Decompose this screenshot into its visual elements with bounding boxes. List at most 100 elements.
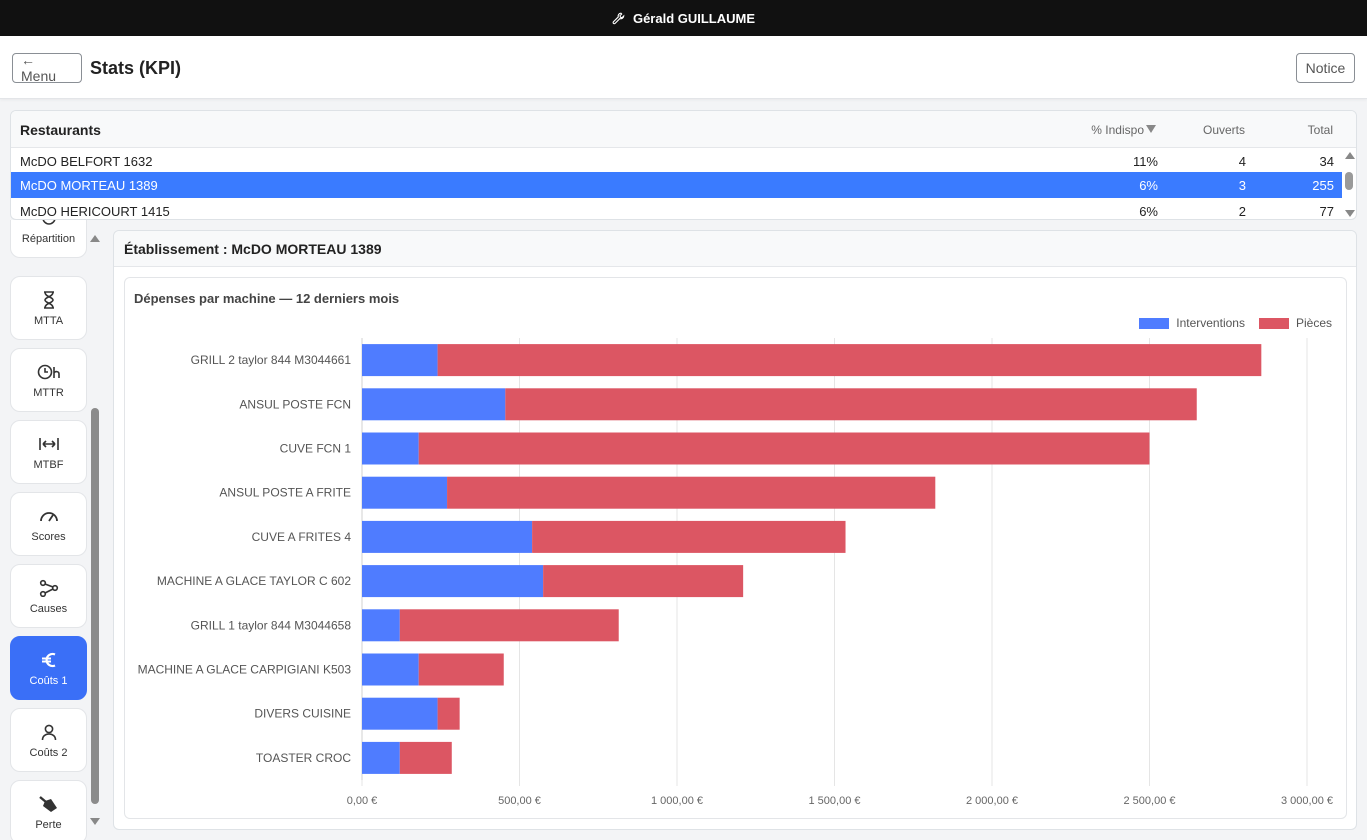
legend-label: Interventions [1176, 316, 1245, 330]
sidebar-item-mtbf[interactable]: MTBF [10, 420, 87, 484]
y-category-label: ANSUL POSTE FCN [239, 397, 351, 411]
column-ouverts[interactable]: Ouverts [1202, 123, 1245, 137]
y-category-label: CUVE A FRITES 4 [252, 530, 352, 544]
legend-item-interventions[interactable]: Interventions [1139, 316, 1245, 330]
sidebar-item-mttr[interactable]: MTTR [10, 348, 87, 412]
etablissement-header: Établissement : McDO MORTEAU 1389 [114, 231, 1356, 267]
sidebar-item-label: MTTA [33, 315, 64, 327]
x-tick-label: 2 000,00 € [966, 795, 1018, 807]
bar-interventions [362, 520, 533, 553]
indispo-value: 6% [1139, 178, 1158, 193]
user-name: Gérald GUILLAUME [632, 10, 756, 26]
chart-card: Dépenses par machine — 12 derniers mois … [124, 277, 1347, 819]
restaurant-name: McDO BELFORT 1632 [20, 154, 153, 169]
bar-pieces [505, 388, 1197, 421]
x-tick-label: 1 500,00 € [809, 795, 861, 807]
table-row[interactable]: McDO BELFORT 1632 11% 4 34 [11, 148, 1342, 174]
bar-interventions [362, 697, 438, 730]
column-total[interactable]: Total [1307, 123, 1333, 137]
gauge-icon [39, 505, 59, 527]
bar-pieces [437, 697, 460, 730]
restaurants-header: Restaurants % Indispo Ouverts Total [11, 111, 1356, 148]
total-value: 34 [1319, 154, 1334, 169]
x-tick-label: 1 000,00 € [651, 795, 703, 807]
scroll-up-icon[interactable] [1345, 152, 1355, 159]
y-category-label: DIVERS CUISINE [254, 707, 351, 721]
y-category-label: ANSUL POSTE A FRITE [219, 486, 351, 500]
total-value: 77 [1319, 204, 1334, 219]
x-tick-label: 0,00 € [347, 795, 378, 807]
sidebar-item-mtta[interactable]: MTTA [10, 276, 87, 340]
scroll-down-icon[interactable] [1345, 210, 1355, 217]
person-icon [40, 721, 58, 743]
restaurants-title: Restaurants [20, 122, 101, 138]
sidebar-item-repartition[interactable]: Répartition [10, 220, 87, 258]
bar-interventions [362, 565, 544, 598]
scroll-thumb[interactable] [91, 408, 99, 804]
sort-down-icon[interactable] [1146, 125, 1156, 133]
branches-icon [39, 577, 59, 599]
ouverts-value: 3 [1238, 178, 1246, 193]
legend-swatch [1258, 317, 1289, 329]
restaurant-name: McDO MORTEAU 1389 [20, 178, 158, 193]
scroll-up-icon[interactable] [90, 235, 100, 242]
wrench-icon [612, 12, 625, 25]
scroll-thumb[interactable] [1345, 172, 1353, 190]
bar-interventions [362, 476, 448, 509]
y-category-label: GRILL 2 taylor 844 M3044661 [191, 353, 352, 367]
pie-chart-icon [40, 220, 58, 229]
table-row[interactable]: McDO HERICOURT 1415 6% 2 77 [11, 198, 1342, 219]
indispo-value: 11% [1132, 154, 1158, 169]
sidebar-item-label: Causes [29, 603, 68, 615]
etablissement-panel: Établissement : McDO MORTEAU 1389 Dépens… [113, 230, 1357, 830]
bar-pieces [418, 432, 1150, 465]
sidebar-item-label: Coûts 1 [29, 675, 68, 687]
sidebar-item-label: Répartition [21, 233, 76, 245]
restaurants-panel: Restaurants % Indispo Ouverts Total McDO… [10, 110, 1357, 220]
sidebar-item-couts-1[interactable]: Coûts 1 [10, 636, 87, 700]
arrows-between-icon [38, 433, 60, 455]
menu-button[interactable]: ← Menu [12, 52, 82, 84]
bar-interventions [362, 432, 419, 465]
sidebar-item-label: MTTR [33, 387, 64, 399]
bar-pieces [399, 741, 452, 774]
euro-icon [41, 649, 57, 671]
hourglass-icon [41, 289, 57, 311]
restaurants-scrollbar[interactable] [1342, 148, 1356, 219]
etablissement-title: Établissement : McDO MORTEAU 1389 [124, 241, 382, 257]
bar-interventions [362, 388, 506, 421]
table-row-selected[interactable]: McDO MORTEAU 1389 6% 3 255 [11, 172, 1342, 198]
x-tick-label: 3 000,00 € [1281, 795, 1333, 807]
legend-label: Pièces [1295, 316, 1332, 330]
bar-interventions [362, 741, 400, 774]
x-tick-label: 500,00 € [498, 795, 541, 807]
restaurant-name: McDO HERICOURT 1415 [20, 204, 170, 219]
sidebar-item-label: Perte [35, 819, 62, 831]
top-bar: Gérald GUILLAUME [0, 0, 1367, 36]
kpi-sidebar: Répartition MTTA MTTR MTBF Scores Causes… [0, 220, 104, 840]
bar-pieces [543, 565, 744, 598]
legend-swatch [1139, 317, 1170, 329]
sidebar-item-scores[interactable]: Scores [10, 492, 87, 556]
clock-hour-icon [37, 361, 61, 383]
notice-button[interactable]: Notice [1296, 53, 1355, 83]
sidebar-scrollbar[interactable] [89, 220, 101, 832]
bar-chart: 0,00 € 500,00 € 1 000,00 € 1 500,00 € 2 000,… [138, 338, 1333, 807]
y-category-label: MACHINE A GLACE TAYLOR C 602 [157, 574, 351, 588]
sidebar-item-causes[interactable]: Causes [10, 564, 87, 628]
y-category-label: CUVE FCN 1 [280, 442, 352, 456]
sidebar-item-couts-2[interactable]: Coûts 2 [10, 708, 87, 772]
x-tick-label: 2 500,00 € [1124, 795, 1176, 807]
bar-interventions [362, 653, 419, 686]
y-category-label: MACHINE A GLACE CARPIGIANI K503 [138, 663, 352, 677]
legend-item-pieces[interactable]: Pièces [1258, 316, 1332, 330]
chart-title: Dépenses par machine — 12 derniers mois [134, 291, 400, 306]
y-category-label: TOASTER CROC [256, 751, 351, 765]
bar-pieces [418, 653, 504, 686]
sidebar-item-label: Coûts 2 [29, 747, 68, 759]
column-indispo[interactable]: % Indispo [1091, 123, 1144, 137]
scroll-down-icon[interactable] [90, 818, 100, 825]
ouverts-value: 4 [1238, 154, 1246, 169]
sidebar-item-perte[interactable]: Perte [10, 780, 87, 840]
bar-pieces [447, 476, 936, 509]
